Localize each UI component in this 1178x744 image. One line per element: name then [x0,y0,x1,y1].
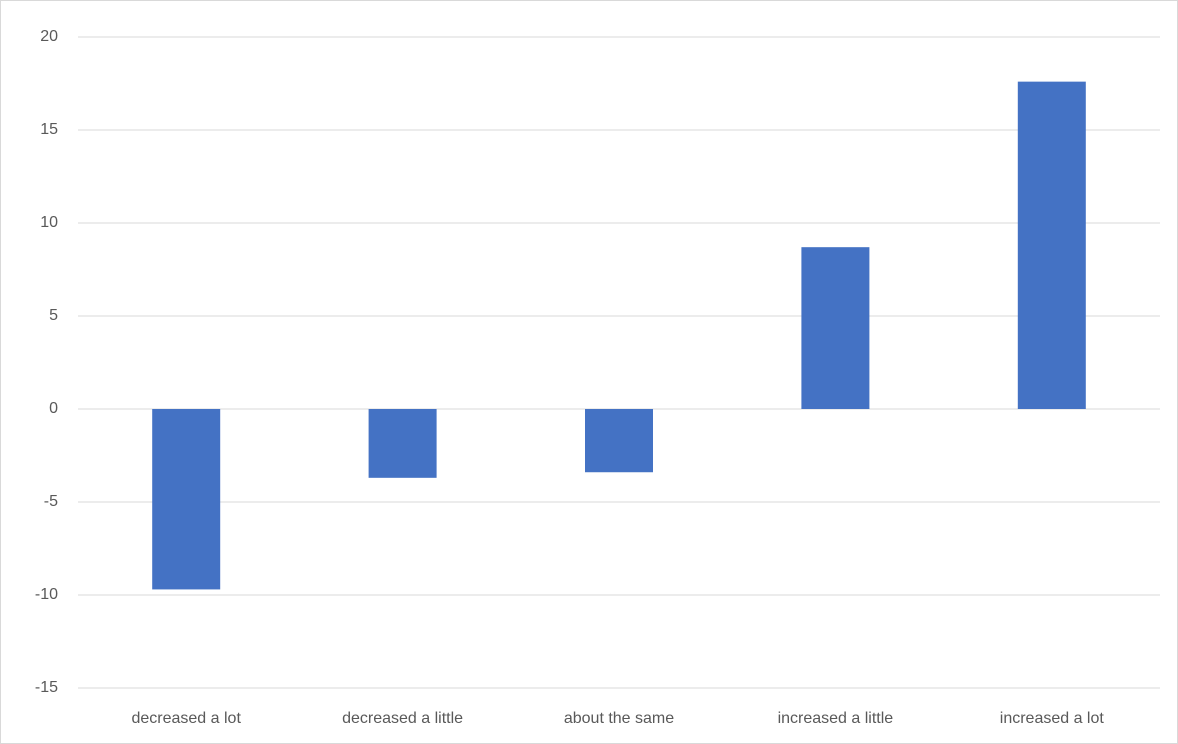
y-tick-label: 5 [49,307,58,324]
x-tick-label: increased a little [778,710,894,727]
bar [585,409,653,473]
x-tick-label: decreased a lot [131,710,241,727]
y-tick-label: -15 [35,679,58,696]
y-tick-label: -5 [44,493,58,510]
y-tick-label: -10 [35,586,58,603]
x-tick-label: increased a lot [1000,710,1105,727]
bar [1017,81,1086,409]
y-tick-label: 15 [40,121,58,138]
bar [368,409,437,478]
y-tick-label: 0 [49,400,58,417]
bar [152,409,221,590]
x-tick-label: about the same [564,710,674,727]
x-tick-label: decreased a little [342,710,463,727]
y-tick-label: 10 [40,214,58,231]
bar [801,247,870,409]
y-tick-label: 20 [40,28,58,45]
